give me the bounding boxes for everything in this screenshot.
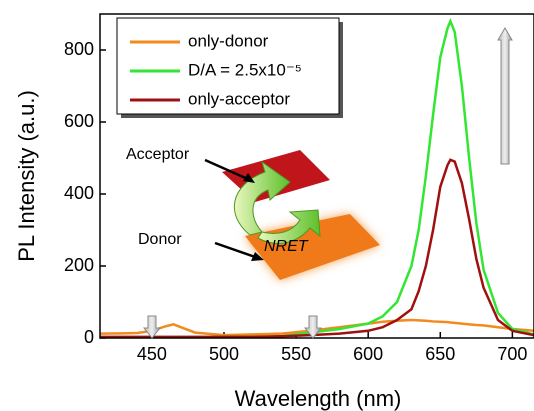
nret-arrow: [233, 160, 291, 236]
y-tick-label: 0: [84, 327, 94, 347]
x-tick-label: 700: [497, 344, 527, 364]
increase-arrow: [497, 27, 513, 165]
marker-arrow: [142, 315, 162, 339]
y-tick-label: 800: [64, 39, 94, 59]
annotation: Donor: [138, 231, 182, 248]
x-tick-label: 600: [353, 344, 383, 364]
y-tick-label: 200: [64, 255, 94, 275]
x-tick-label: 450: [137, 344, 167, 364]
legend-box: [116, 17, 340, 115]
pointer: [214, 241, 259, 260]
x-axis-title: Wavelength (nm): [235, 386, 402, 411]
y-tick-label: 600: [64, 111, 94, 131]
donor-plate: [245, 214, 380, 280]
y-axis-title: PL Intensity (a.u.): [14, 90, 39, 262]
series-line: [100, 158, 534, 339]
x-tick-label: 550: [281, 344, 311, 364]
x-tick-label: 500: [209, 344, 239, 364]
x-tick-label: 650: [425, 344, 455, 364]
annotation: NRET: [264, 238, 309, 255]
y-tick-label: 400: [64, 183, 94, 203]
annotation: Acceptor: [126, 146, 190, 163]
plot-frame: [99, 13, 534, 339]
legend-label: D/A = 2.5x10⁻⁵: [188, 60, 302, 79]
pointer: [204, 158, 251, 182]
marker-arrow: [303, 315, 323, 339]
legend-label: only-acceptor: [188, 89, 290, 108]
pointer-head: [251, 252, 264, 261]
legend-label: only-donor: [188, 31, 269, 50]
pointer-head: [243, 173, 255, 183]
nret-arrow: [257, 209, 321, 244]
